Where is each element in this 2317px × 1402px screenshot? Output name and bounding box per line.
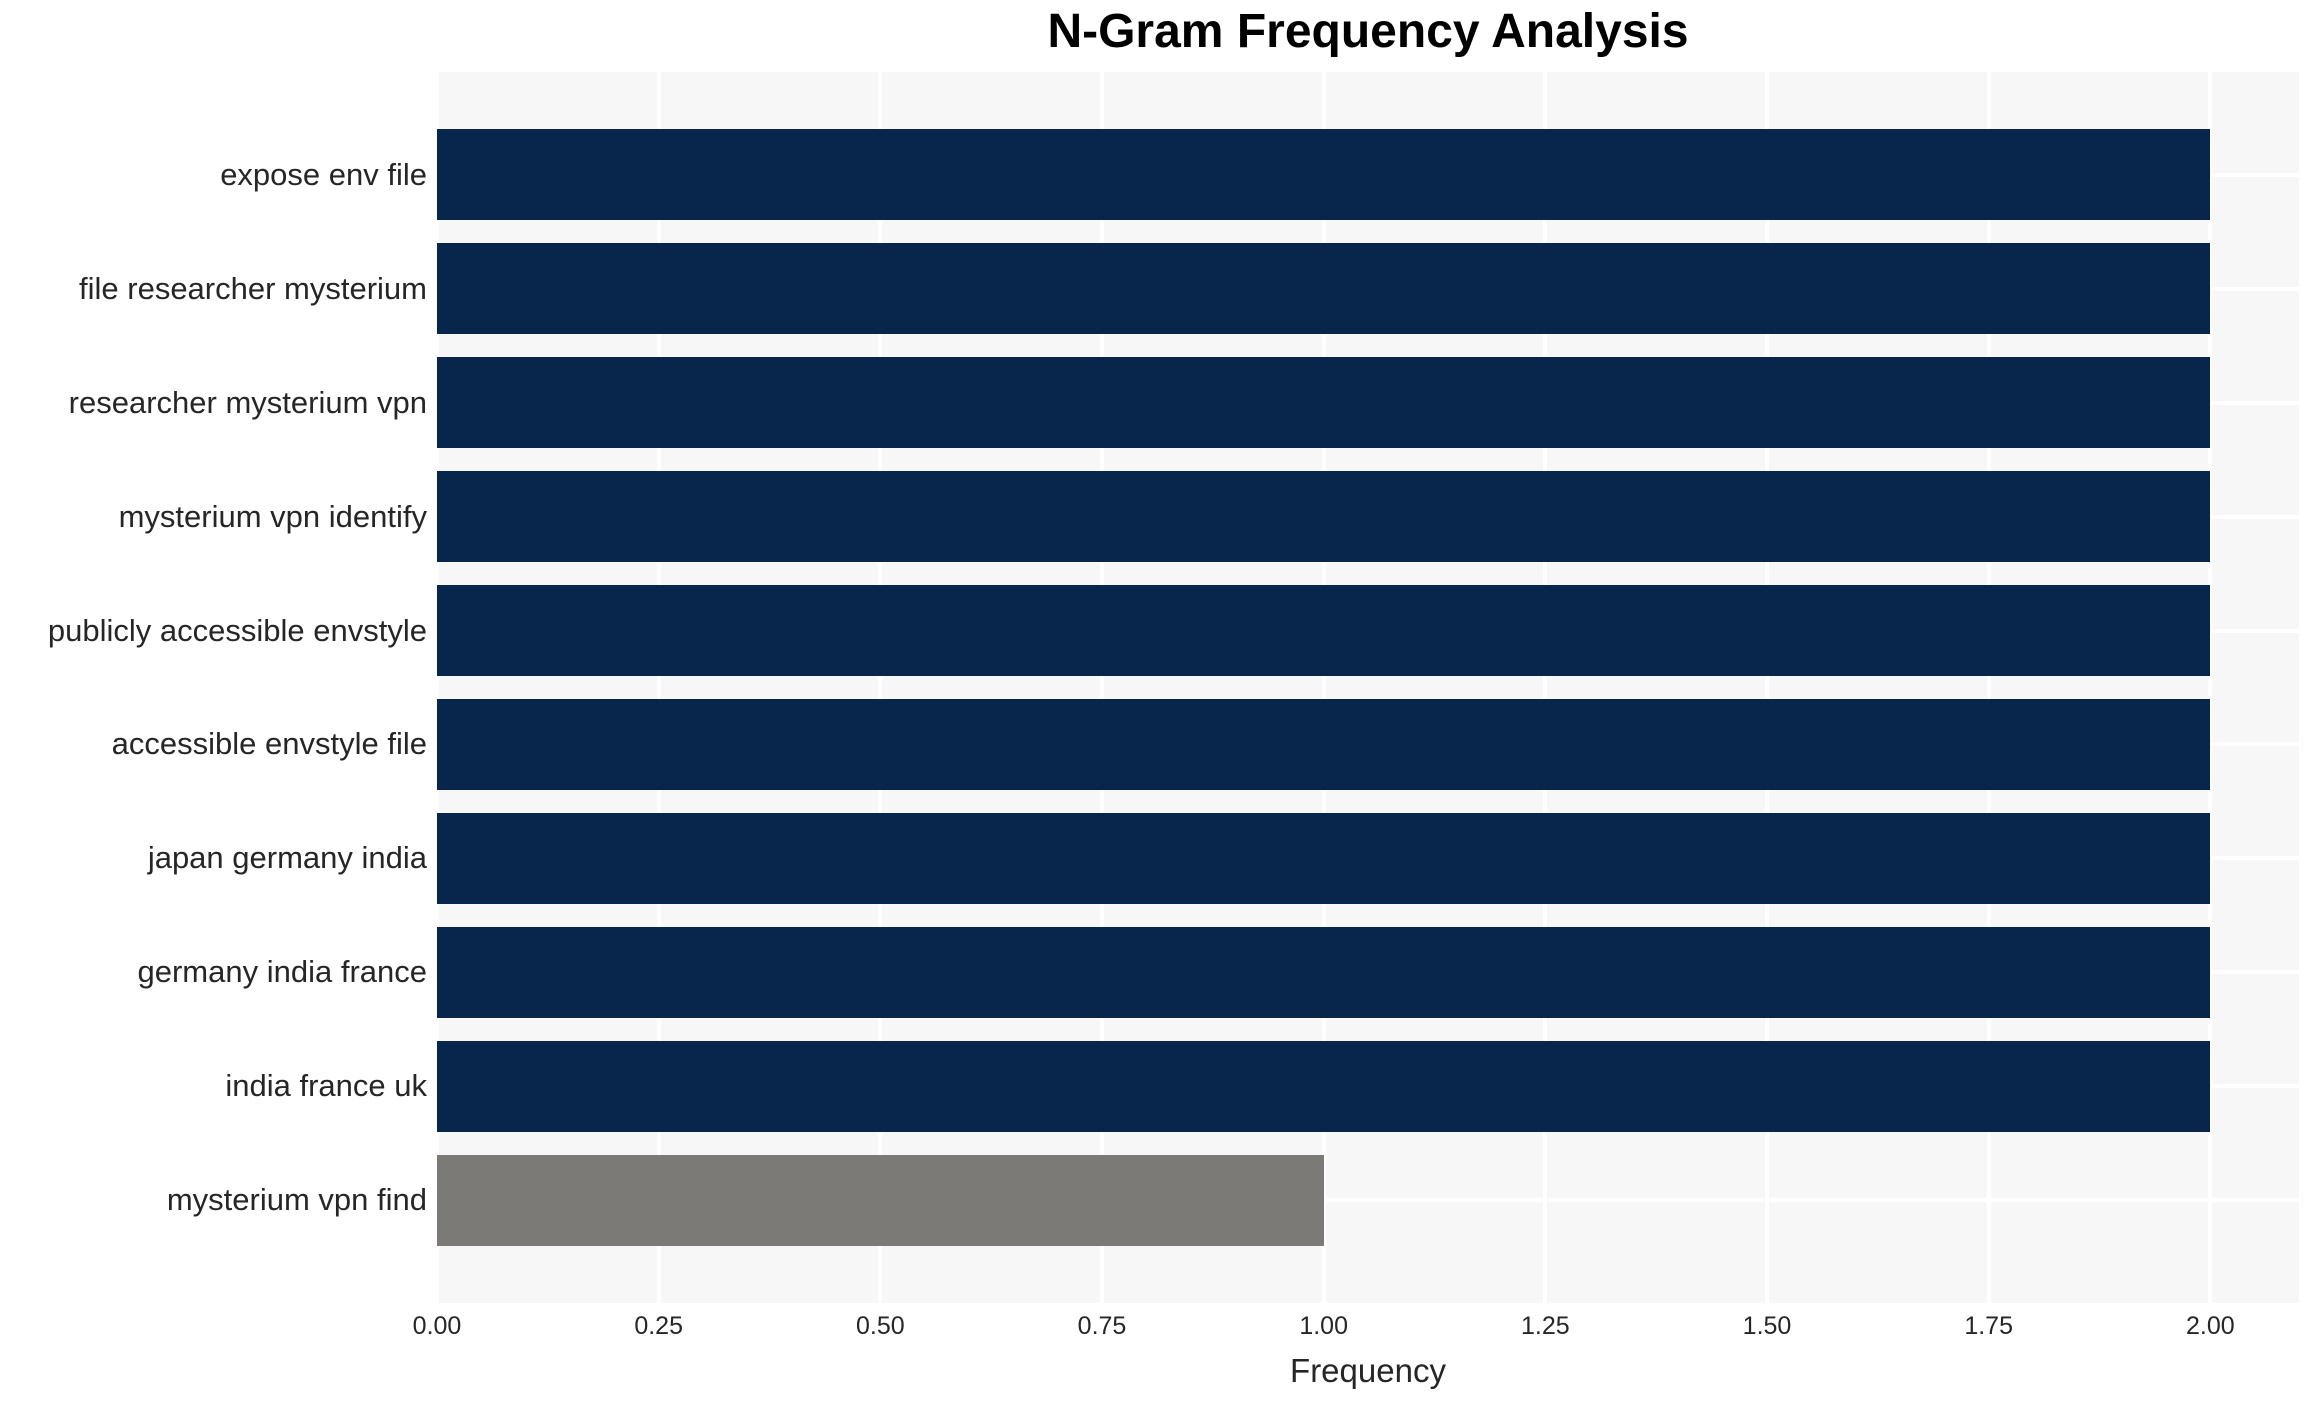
horizontal-gridline [437,1198,2299,1203]
chart-title: N-Gram Frequency Analysis [1047,5,1689,58]
x-tick-label: 0.00 [412,1312,462,1340]
vertical-gridline [1321,72,1326,1303]
bar-expose-env-file [437,128,2211,221]
x-axis-label: Frequency [1290,1352,1446,1389]
bar-researcher-mysterium-vpn [437,356,2211,449]
y-tick-label: expose env file [220,156,427,192]
plot-area [435,72,2299,1303]
y-tick-label: file researcher mysterium [79,270,427,306]
x-tick-label: 0.50 [855,1312,905,1340]
bar-germany-india-france [437,926,2211,1019]
y-tick-label: mysterium vpn find [166,1182,427,1218]
bar-file-researcher-mysterium [437,242,2211,335]
bar-mysterium-vpn-identify [437,470,2211,563]
vertical-gridline [1100,72,1104,1303]
y-tick-label: accessible envstyle file [111,726,427,762]
vertical-gridline [878,72,883,1303]
vertical-gridline [1986,72,1991,1303]
vertical-gridline [656,72,661,1303]
x-tick-label: 1.00 [1299,1312,1348,1340]
bar-mysterium-vpn-find [437,1154,1324,1246]
x-tick-label: 0.25 [634,1312,683,1340]
vertical-gridline [2208,72,2213,1303]
x-tick-label: 1.25 [1520,1312,1570,1340]
y-tick-label: researcher mysterium vpn [68,384,427,420]
bar-accessible-envstyle-file [437,698,2211,791]
bar-publicly-accessible-envstyle [437,584,2211,677]
y-tick-label: germany india france [137,954,428,990]
x-tick-label: 1.50 [1742,1312,1792,1340]
x-tick-label: 0.75 [1077,1312,1127,1340]
y-tick-label: india france uk [225,1068,427,1104]
y-tick-label: japan germany india [147,840,427,876]
bar-india-france-uk [437,1040,2211,1132]
vertical-gridline [435,72,439,1303]
x-tick-label: 1.75 [1964,1312,2013,1340]
vertical-gridline [1765,72,1769,1303]
vertical-gridline [1543,72,1548,1303]
y-tick-label: mysterium vpn identify [118,498,427,534]
x-tick-label: 2.00 [2185,1312,2235,1340]
bar-japan-germany-india [437,812,2211,905]
y-tick-label: publicly accessible envstyle [47,612,427,648]
